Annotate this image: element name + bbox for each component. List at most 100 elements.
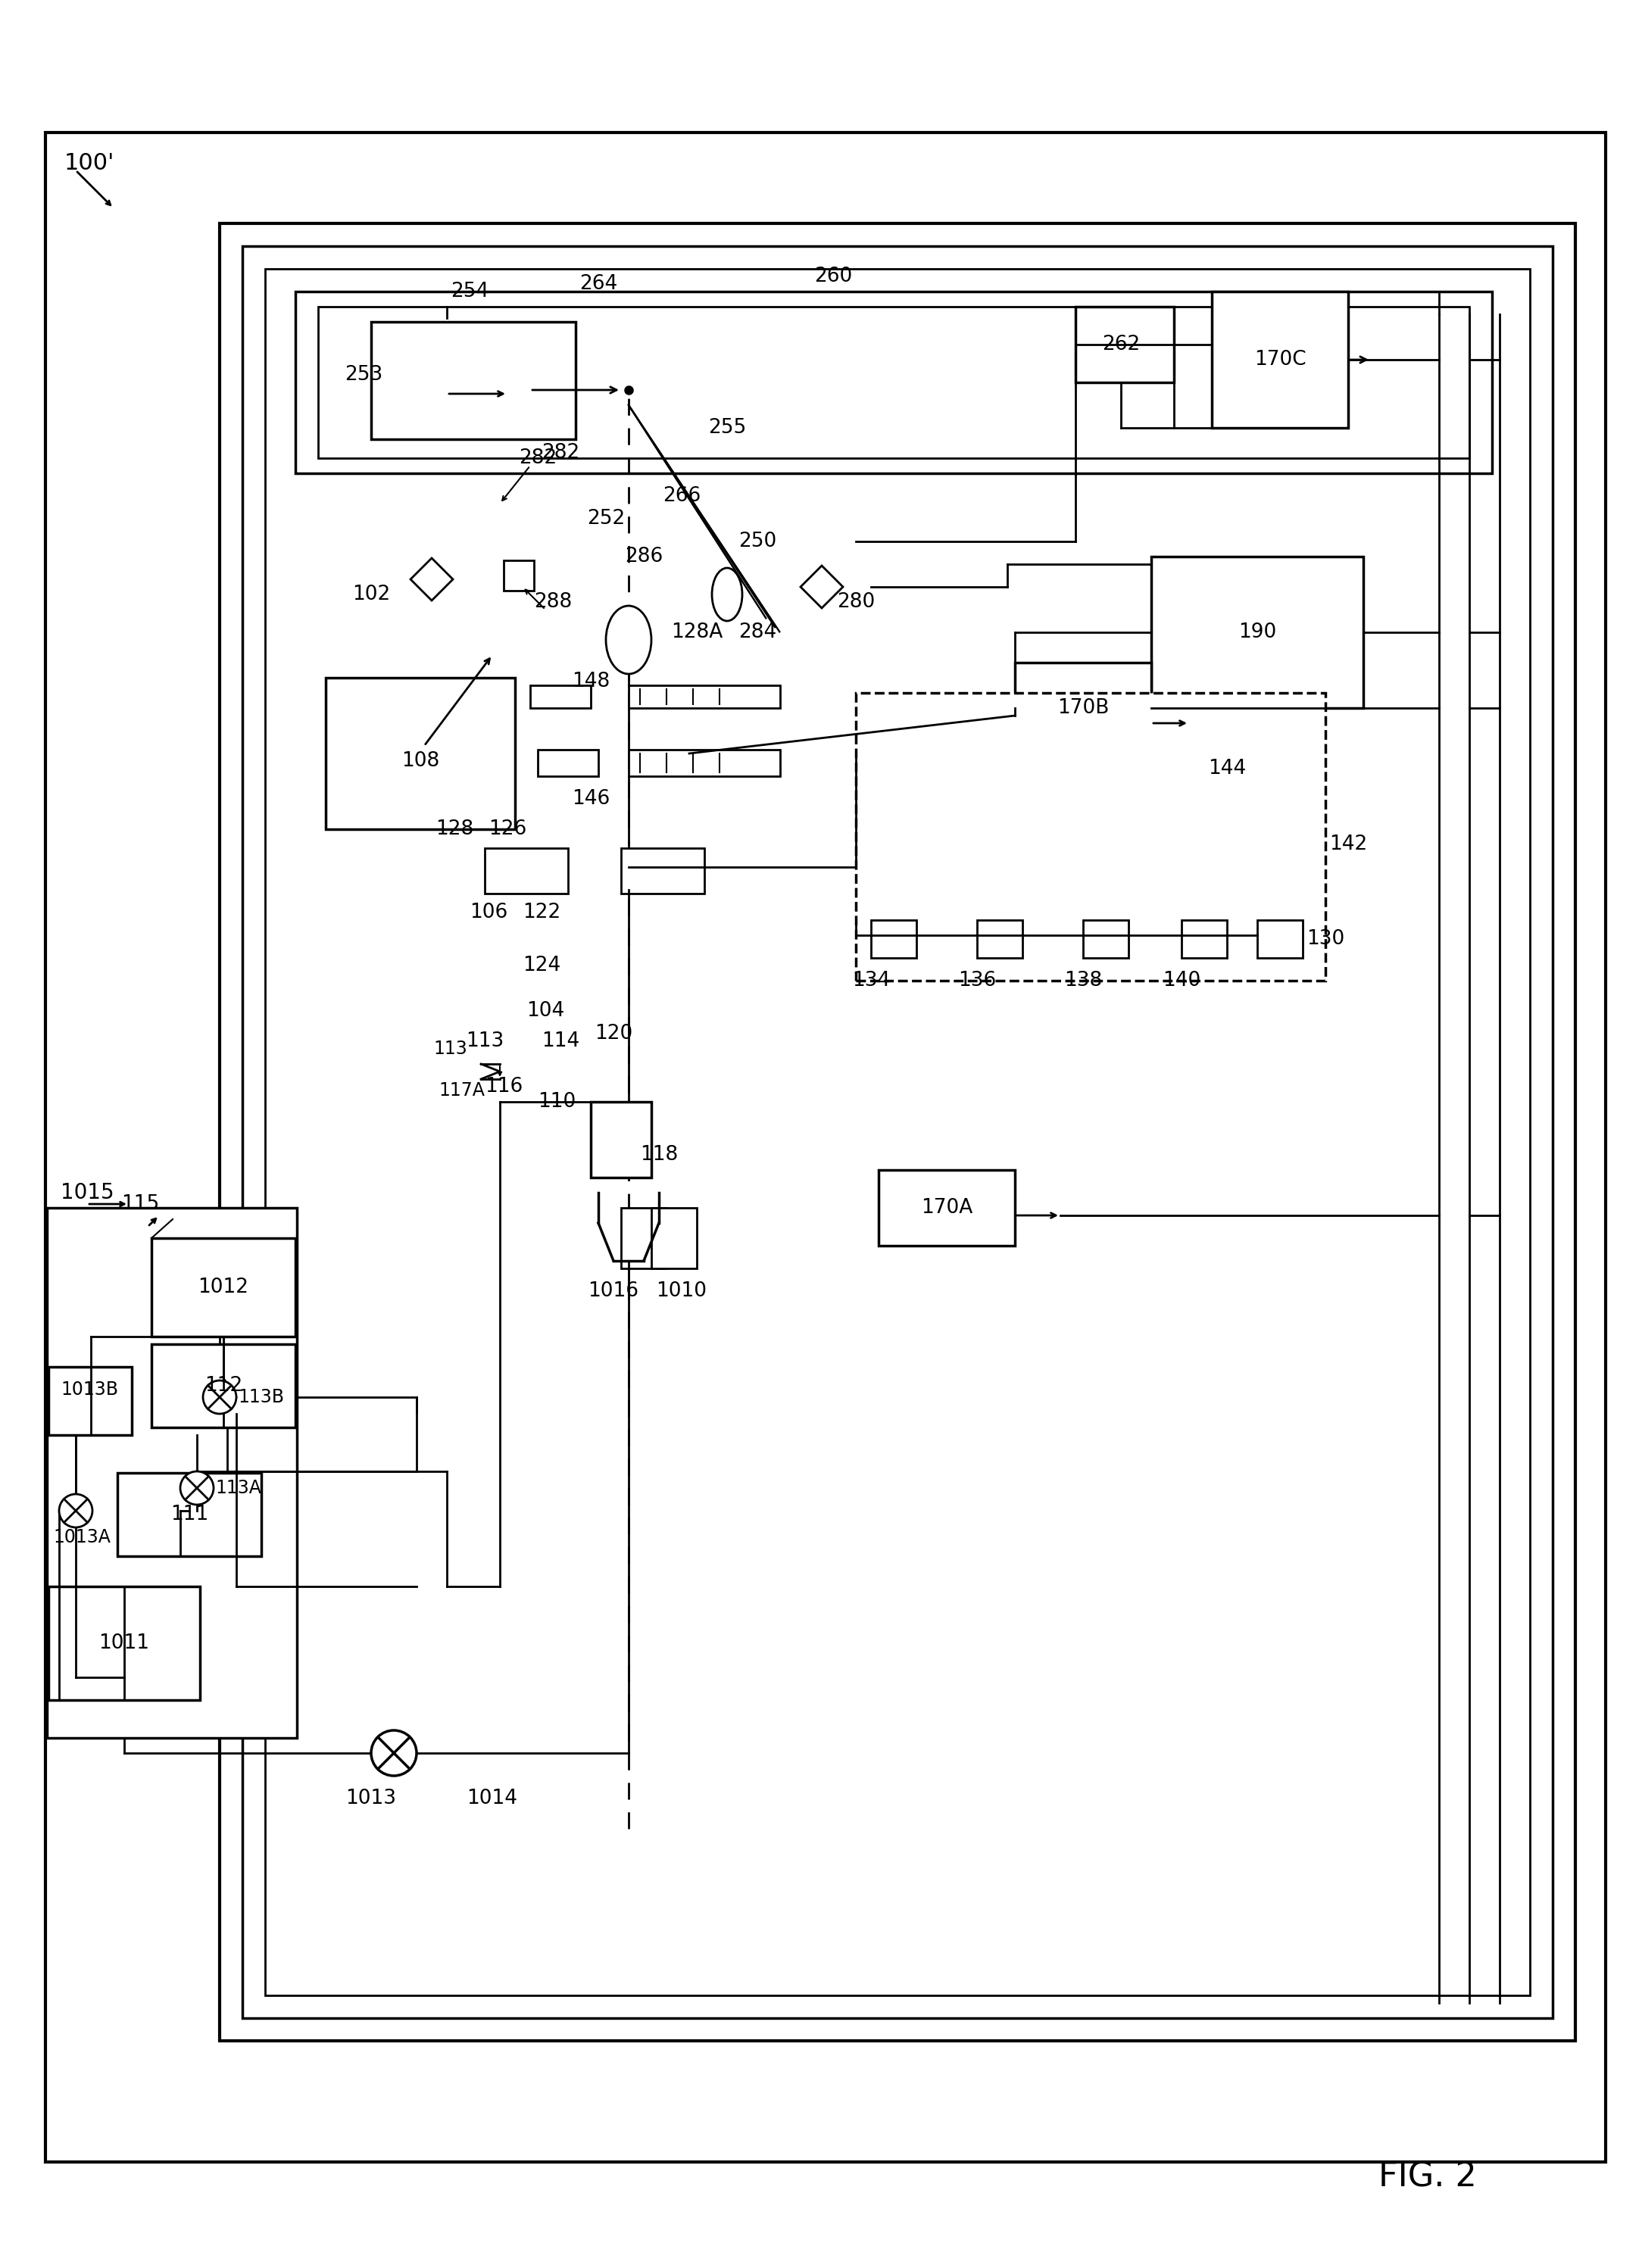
Text: 128A: 128A bbox=[672, 621, 722, 642]
Bar bbox=[49, 1368, 131, 1436]
Text: 1016: 1016 bbox=[588, 1281, 639, 1302]
Circle shape bbox=[181, 1472, 213, 1504]
Text: 170B: 170B bbox=[1057, 699, 1108, 719]
Text: 1011: 1011 bbox=[99, 1633, 149, 1653]
Bar bbox=[117, 1472, 261, 1556]
Circle shape bbox=[59, 1495, 92, 1526]
Text: 113A: 113A bbox=[215, 1479, 261, 1497]
Text: 170A: 170A bbox=[921, 1198, 972, 1218]
Bar bbox=[629, 751, 780, 776]
Text: 120: 120 bbox=[594, 1023, 632, 1043]
Bar bbox=[49, 1585, 200, 1701]
Text: 170C: 170C bbox=[1254, 349, 1305, 370]
Bar bbox=[319, 306, 1470, 458]
Text: 260: 260 bbox=[814, 268, 852, 286]
Polygon shape bbox=[801, 565, 842, 608]
Bar bbox=[855, 694, 1325, 980]
Text: 282: 282 bbox=[542, 442, 580, 463]
Bar bbox=[621, 848, 704, 894]
Bar bbox=[46, 132, 1606, 2161]
Bar bbox=[371, 322, 576, 440]
Bar bbox=[504, 560, 534, 590]
Bar bbox=[1182, 921, 1227, 957]
Bar bbox=[220, 222, 1575, 2041]
Text: 104: 104 bbox=[527, 1000, 565, 1021]
Text: 264: 264 bbox=[580, 274, 617, 295]
Text: 110: 110 bbox=[537, 1091, 576, 1111]
Bar bbox=[1151, 556, 1363, 708]
Text: 118: 118 bbox=[640, 1145, 678, 1166]
Bar bbox=[151, 1345, 296, 1427]
Bar bbox=[629, 685, 780, 708]
Text: 288: 288 bbox=[534, 592, 571, 612]
Text: 282: 282 bbox=[519, 449, 557, 467]
Text: 1015: 1015 bbox=[61, 1182, 113, 1204]
Text: 138: 138 bbox=[1064, 971, 1102, 991]
Text: 128: 128 bbox=[435, 819, 473, 839]
Bar bbox=[621, 1209, 667, 1268]
Text: 114: 114 bbox=[542, 1032, 580, 1050]
Text: 140: 140 bbox=[1163, 971, 1200, 991]
Text: 113: 113 bbox=[466, 1032, 504, 1050]
Text: 111: 111 bbox=[171, 1504, 209, 1524]
Text: FIG. 2: FIG. 2 bbox=[1379, 2161, 1476, 2193]
Bar bbox=[1212, 293, 1348, 429]
Bar bbox=[870, 921, 916, 957]
Text: 1013A: 1013A bbox=[53, 1529, 110, 1547]
Text: 126: 126 bbox=[488, 819, 527, 839]
Text: 284: 284 bbox=[739, 621, 777, 642]
Text: 134: 134 bbox=[852, 971, 890, 991]
Text: 253: 253 bbox=[345, 365, 383, 386]
Text: 190: 190 bbox=[1238, 621, 1276, 642]
Text: 122: 122 bbox=[522, 903, 560, 923]
Text: 102: 102 bbox=[351, 585, 391, 603]
Bar bbox=[1258, 921, 1302, 957]
Text: 146: 146 bbox=[571, 789, 609, 810]
Bar bbox=[484, 848, 568, 894]
Bar bbox=[296, 293, 1493, 474]
Text: 136: 136 bbox=[957, 971, 997, 991]
Text: 254: 254 bbox=[450, 281, 489, 302]
Text: 1013B: 1013B bbox=[61, 1381, 118, 1399]
Text: 116: 116 bbox=[484, 1077, 522, 1095]
Bar bbox=[591, 1102, 652, 1177]
Bar bbox=[530, 685, 591, 708]
Text: 106: 106 bbox=[470, 903, 507, 923]
Bar bbox=[1084, 921, 1128, 957]
Text: 250: 250 bbox=[739, 531, 777, 551]
Bar bbox=[878, 1170, 1015, 1245]
Text: 1012: 1012 bbox=[199, 1277, 250, 1297]
Text: 115: 115 bbox=[122, 1195, 159, 1213]
Ellipse shape bbox=[713, 567, 742, 621]
Polygon shape bbox=[410, 558, 453, 601]
Text: 286: 286 bbox=[624, 547, 663, 567]
Text: 266: 266 bbox=[663, 485, 701, 506]
Text: 113B: 113B bbox=[238, 1388, 284, 1406]
Bar bbox=[537, 751, 598, 776]
Text: 1013: 1013 bbox=[346, 1789, 396, 1808]
Text: 130: 130 bbox=[1307, 930, 1345, 948]
Text: 262: 262 bbox=[1102, 336, 1140, 354]
Text: 100': 100' bbox=[64, 152, 115, 175]
Text: 108: 108 bbox=[401, 751, 440, 771]
Bar bbox=[1015, 662, 1151, 753]
Text: 117A: 117A bbox=[438, 1082, 484, 1100]
Text: 144: 144 bbox=[1209, 760, 1246, 778]
Text: 112: 112 bbox=[204, 1377, 243, 1395]
Bar bbox=[652, 1209, 696, 1268]
Text: 142: 142 bbox=[1328, 835, 1368, 855]
Text: 252: 252 bbox=[586, 508, 626, 528]
Bar bbox=[48, 1209, 297, 1737]
Text: 1010: 1010 bbox=[657, 1281, 708, 1302]
Text: 124: 124 bbox=[522, 955, 560, 975]
Text: 255: 255 bbox=[708, 417, 745, 438]
Circle shape bbox=[204, 1381, 236, 1413]
Text: 1014: 1014 bbox=[466, 1789, 517, 1808]
Text: 148: 148 bbox=[571, 671, 609, 692]
Bar bbox=[264, 270, 1530, 1996]
Bar bbox=[151, 1238, 296, 1336]
Text: 113: 113 bbox=[433, 1039, 468, 1057]
Bar bbox=[243, 247, 1553, 2019]
Bar bbox=[1076, 306, 1174, 383]
Bar bbox=[325, 678, 516, 830]
